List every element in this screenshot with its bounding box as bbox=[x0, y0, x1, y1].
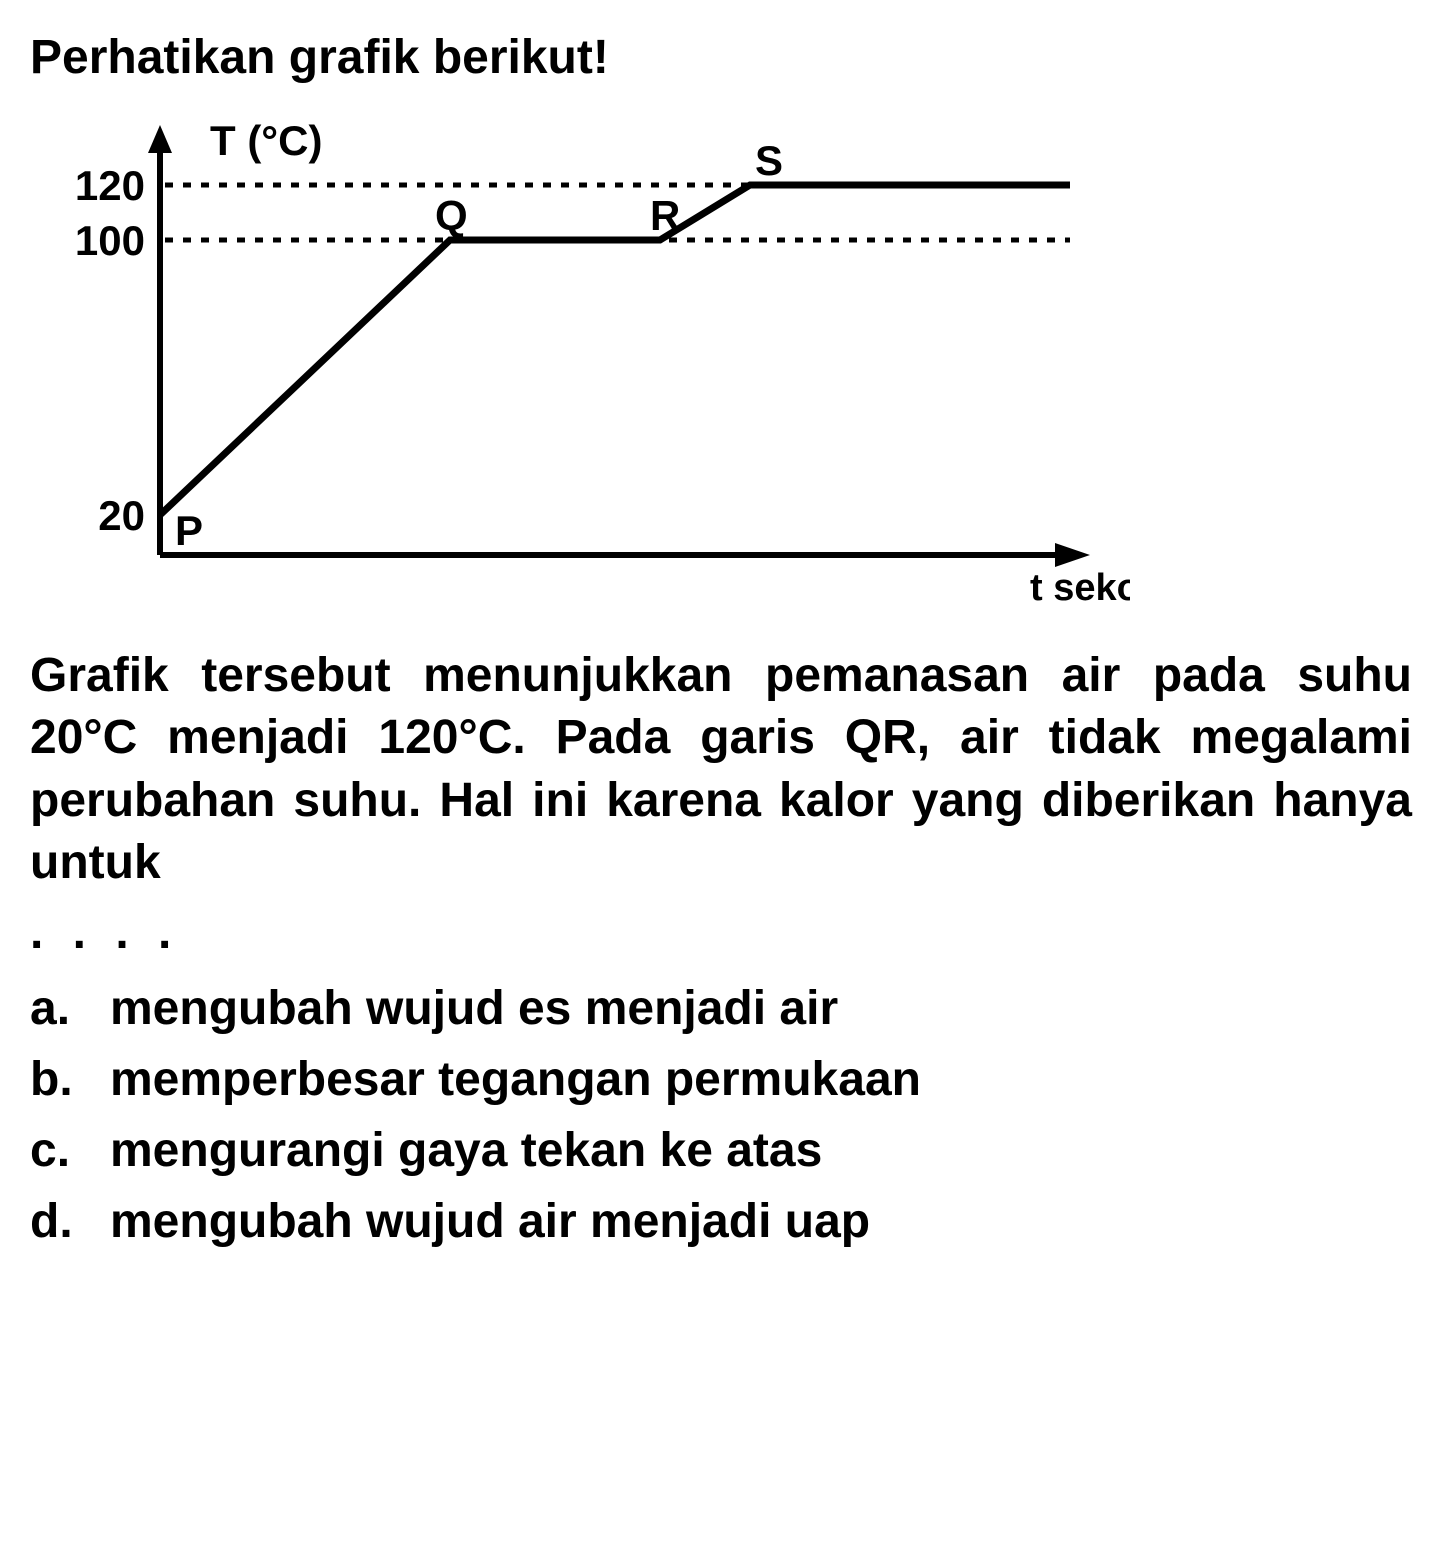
chart-wrapper: T (°C) t sekon 120 100 20 bbox=[30, 105, 1130, 605]
option-d[interactable]: d. mengubah wujud air menjadi uap bbox=[30, 1188, 1412, 1255]
option-a[interactable]: a. mengubah wujud es menjadi air bbox=[30, 975, 1412, 1042]
x-axis-label: t sekon bbox=[1030, 567, 1130, 605]
option-text: mengubah wujud es menjadi air bbox=[110, 975, 1412, 1042]
option-letter: a. bbox=[30, 975, 110, 1042]
ellipsis-dots: . . . . bbox=[30, 905, 1412, 960]
option-c[interactable]: c. mengurangi gaya tekan ke atas bbox=[30, 1117, 1412, 1184]
y-tick-120: 120 bbox=[75, 162, 145, 209]
option-letter: c. bbox=[30, 1117, 110, 1184]
point-p-label: P bbox=[175, 507, 203, 554]
question-title: Perhatikan grafik berikut! bbox=[30, 30, 1412, 85]
question-container: Perhatikan grafik berikut! T (°C) t seko… bbox=[30, 30, 1412, 1255]
temperature-chart: T (°C) t sekon 120 100 20 bbox=[30, 105, 1130, 605]
question-description: Grafik tersebut menunjukkan pemanasan ai… bbox=[30, 645, 1412, 895]
point-r-label: R bbox=[650, 192, 680, 239]
temperature-line bbox=[160, 185, 1070, 515]
x-axis-arrow bbox=[1055, 543, 1090, 567]
y-axis-arrow bbox=[148, 125, 172, 153]
option-letter: d. bbox=[30, 1188, 110, 1255]
option-letter: b. bbox=[30, 1046, 110, 1113]
option-text: mengubah wujud air menjadi uap bbox=[110, 1188, 1412, 1255]
y-axis-label: T (°C) bbox=[210, 117, 322, 164]
point-q-label: Q bbox=[435, 192, 468, 239]
point-s-label: S bbox=[755, 137, 783, 184]
option-b[interactable]: b. memperbesar tegangan permukaan bbox=[30, 1046, 1412, 1113]
y-tick-20: 20 bbox=[98, 492, 145, 539]
options-list: a. mengubah wujud es menjadi air b. memp… bbox=[30, 975, 1412, 1256]
option-text: mengurangi gaya tekan ke atas bbox=[110, 1117, 1412, 1184]
y-tick-100: 100 bbox=[75, 217, 145, 264]
option-text: memperbesar tegangan permukaan bbox=[110, 1046, 1412, 1113]
